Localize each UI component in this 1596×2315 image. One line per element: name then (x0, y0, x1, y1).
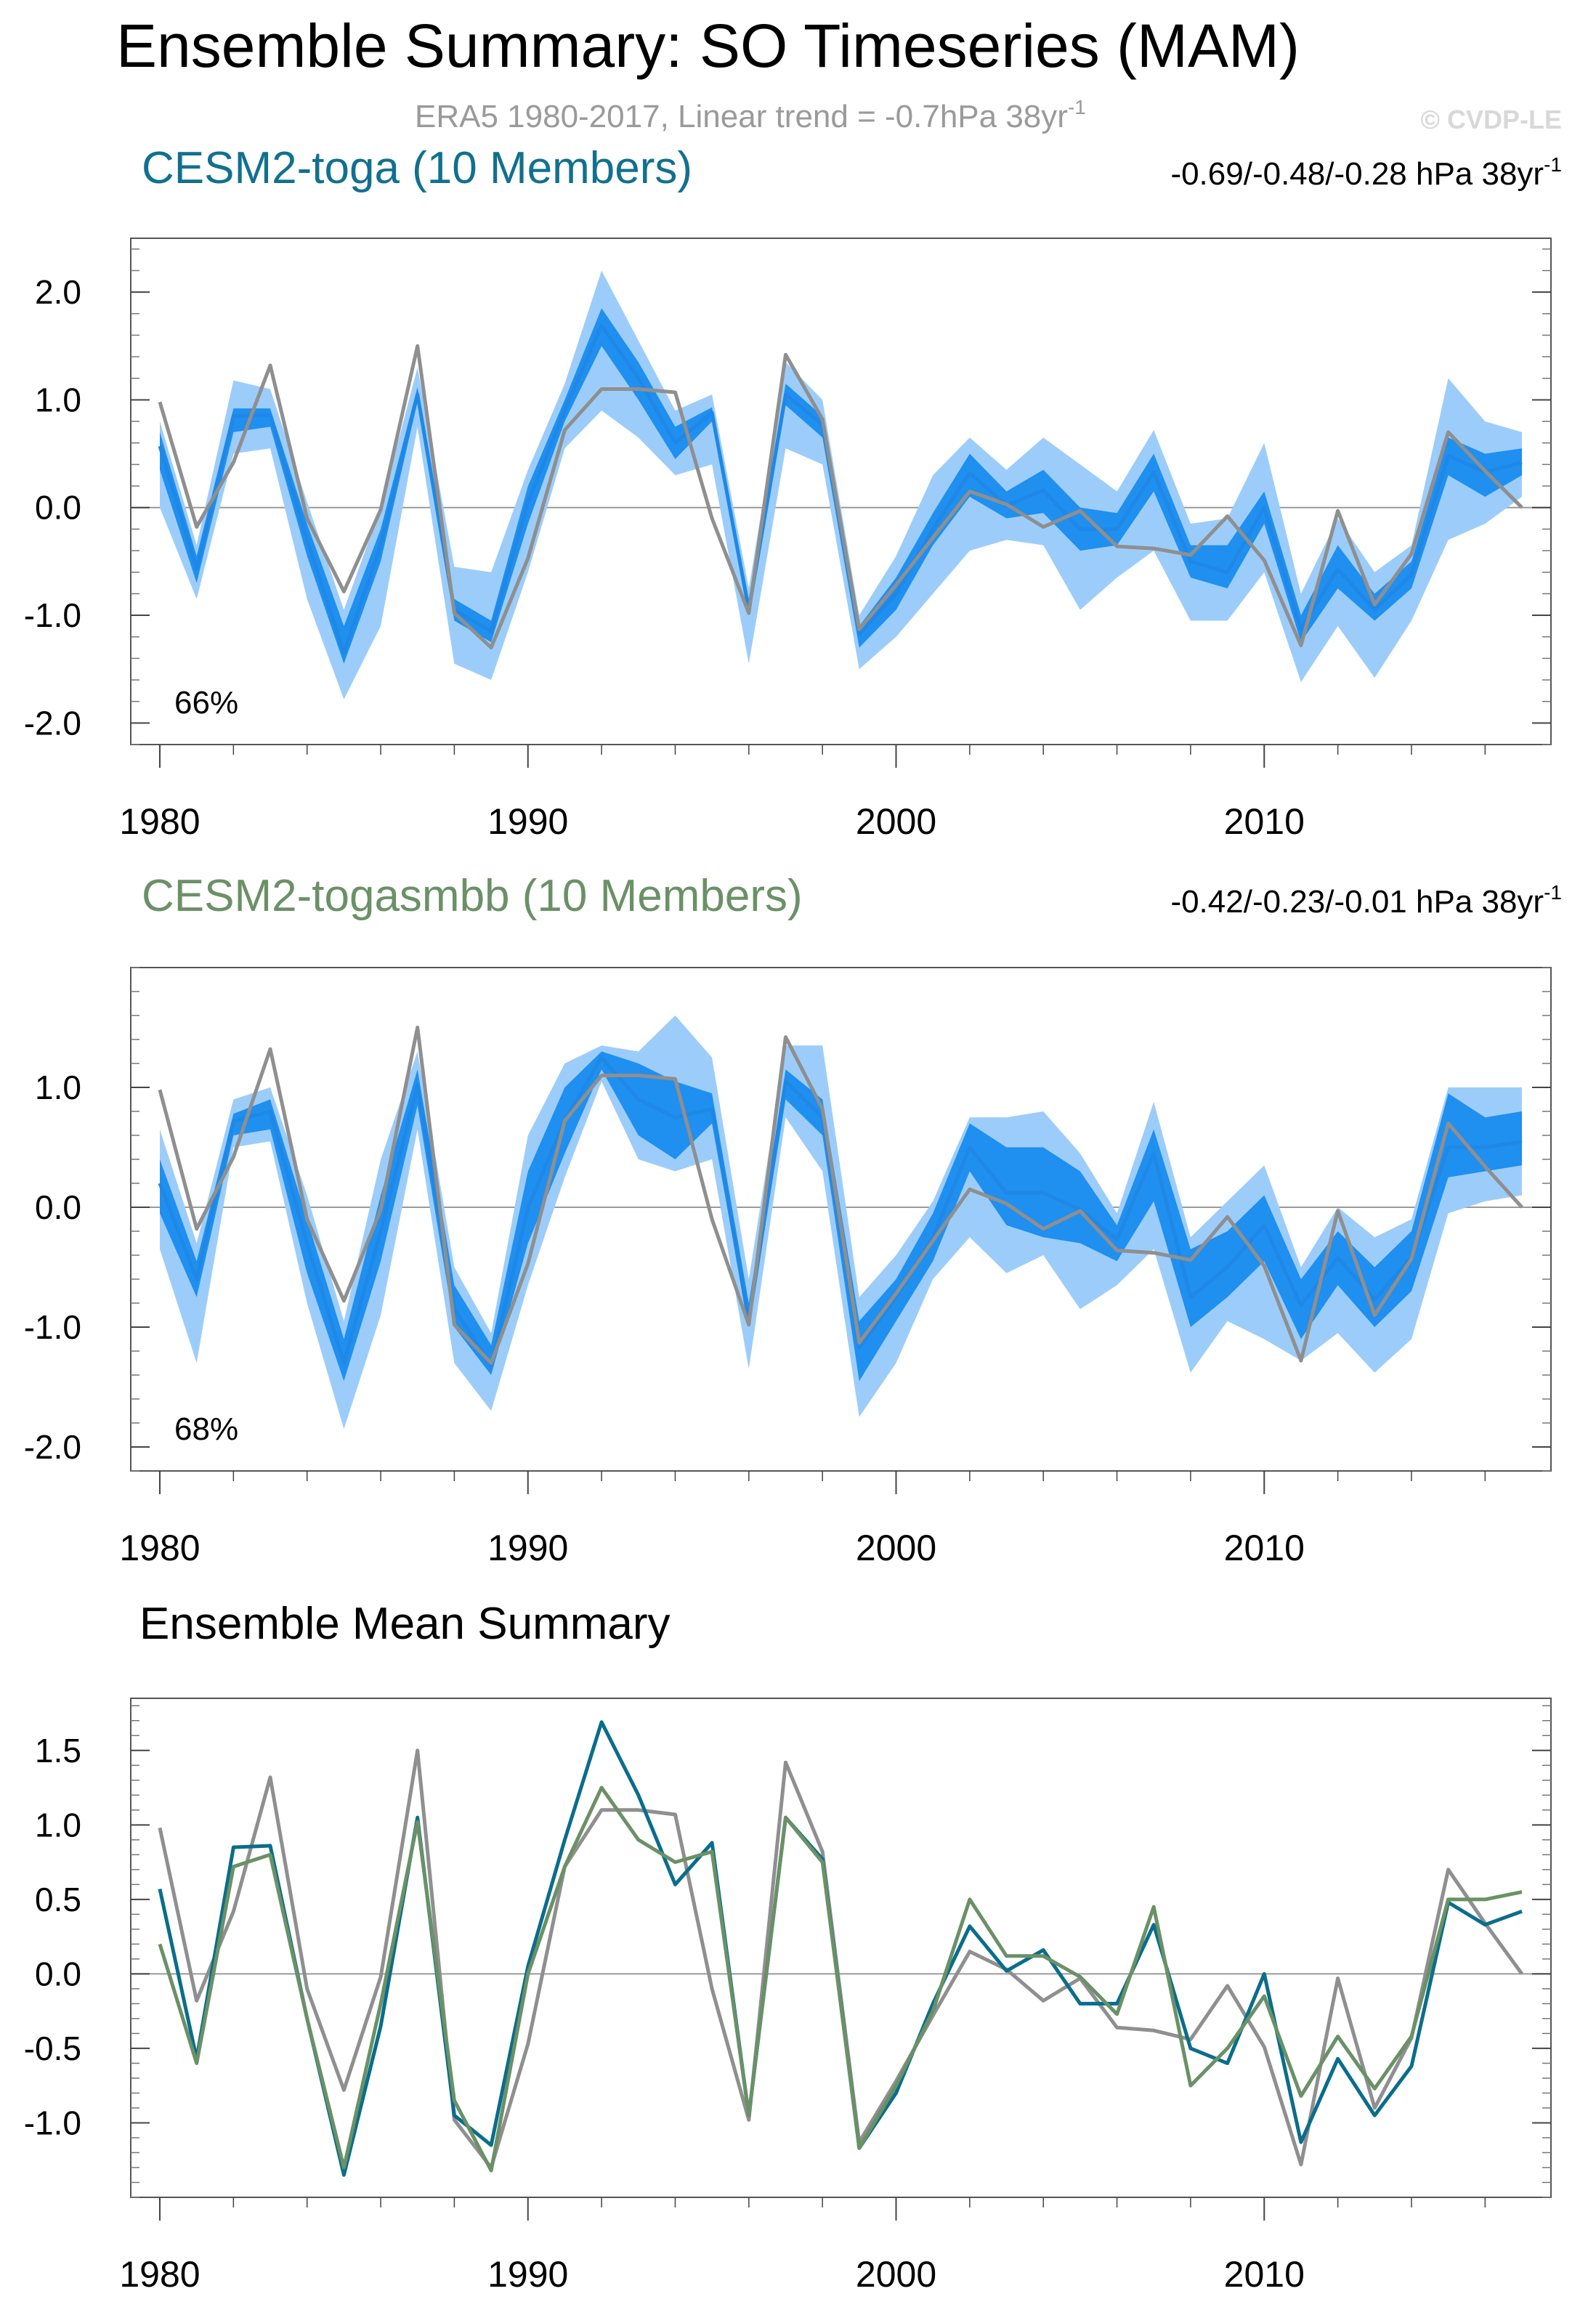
trend-label-text: -0.42/-0.23/-0.01 hPa 38yr (1170, 884, 1544, 920)
y-tick-label: 0.0 (35, 489, 81, 527)
y-tick-label: -0.5 (24, 2030, 81, 2067)
x-tick-label: 2000 (856, 2254, 936, 2295)
x-tick-label: 1990 (487, 2254, 568, 2295)
plot-frame (130, 238, 1552, 745)
panel-title: Ensemble Mean Summary (139, 1599, 671, 1649)
figure-subtitle-sup: -1 (1068, 96, 1086, 118)
x-tick-label: 2010 (1224, 2254, 1305, 2295)
x-tick-label: 1990 (487, 1528, 568, 1568)
cesm2-toga-mean-line (158, 1720, 1523, 2177)
y-tick-label: -1.0 (24, 1308, 81, 1346)
panel-cesm2-togasmbb: CESM2-togasmbb (10 Members) -0.42/-0.23/-… (24, 871, 1562, 1568)
panel-title: CESM2-toga (10 Members) (142, 143, 692, 193)
panel-ensemble-mean-summary: Ensemble Mean Summary -1.0 -0.5 0.0 0.5 1.0 1.… (24, 1599, 1552, 2295)
y-tick-label: -1.0 (24, 596, 81, 634)
x-tick-label: 1980 (119, 2254, 200, 2295)
y-tick-label: -2.0 (24, 1428, 81, 1466)
y-tick-label: -2.0 (24, 704, 81, 742)
y-tick-label: 1.0 (35, 1069, 81, 1106)
panel-title: CESM2-togasmbb (10 Members) (142, 871, 803, 921)
x-tick-label: 2010 (1224, 801, 1305, 842)
outer-range-band (160, 270, 1522, 700)
y-tick-label: 0.5 (35, 1881, 81, 1918)
figure-subtitle: ERA5 1980-2017, Linear trend = -0.7hPa 3… (415, 96, 1086, 134)
x-tick-label: 2000 (856, 1528, 936, 1568)
y-tick-label: -1.0 (24, 2104, 81, 2141)
observation-line (158, 344, 1523, 649)
observation-line (158, 1026, 1523, 1365)
x-tick-label: 1990 (487, 801, 568, 842)
trend-label: -0.69/-0.48/-0.28 hPa 38yr-1 (1170, 153, 1562, 192)
stat-label: 68% (174, 1411, 238, 1447)
y-tick-label: 1.5 (35, 1732, 81, 1769)
cesm2-togasmbb-mean-line (158, 1785, 1523, 2173)
plot-frame (130, 1698, 1552, 2198)
panel-cesm2-toga: CESM2-toga (10 Members) -0.69/-0.48/-0.28… (24, 143, 1562, 842)
y-tick-label: 1.0 (35, 1806, 81, 1844)
trend-label-text: -0.69/-0.48/-0.28 hPa 38yr (1170, 156, 1544, 192)
y-tick-label: 1.0 (35, 381, 81, 418)
x-tick-label: 2010 (1224, 1528, 1305, 1568)
plot-frame (130, 967, 1552, 1472)
x-tick-label: 1980 (119, 1528, 200, 1568)
trend-label-sup: -1 (1544, 153, 1562, 176)
x-tick-label: 2000 (856, 801, 936, 842)
x-tick-label: 1980 (119, 801, 200, 842)
figure-subtitle-text: ERA5 1980-2017, Linear trend = -0.7hPa 3… (415, 99, 1068, 134)
figure-title: Ensemble Summary: SO Timeseries (MAM) (116, 12, 1300, 80)
trend-label-sup: -1 (1544, 881, 1562, 904)
stat-label: 66% (174, 685, 238, 721)
trend-label: -0.42/-0.23/-0.01 hPa 38yr-1 (1170, 881, 1562, 920)
y-tick-label: 0.0 (35, 1955, 81, 1992)
credit-watermark: © CVDP-LE (1420, 105, 1562, 134)
y-tick-label: 0.0 (35, 1188, 81, 1226)
y-tick-label: 2.0 (35, 273, 81, 311)
